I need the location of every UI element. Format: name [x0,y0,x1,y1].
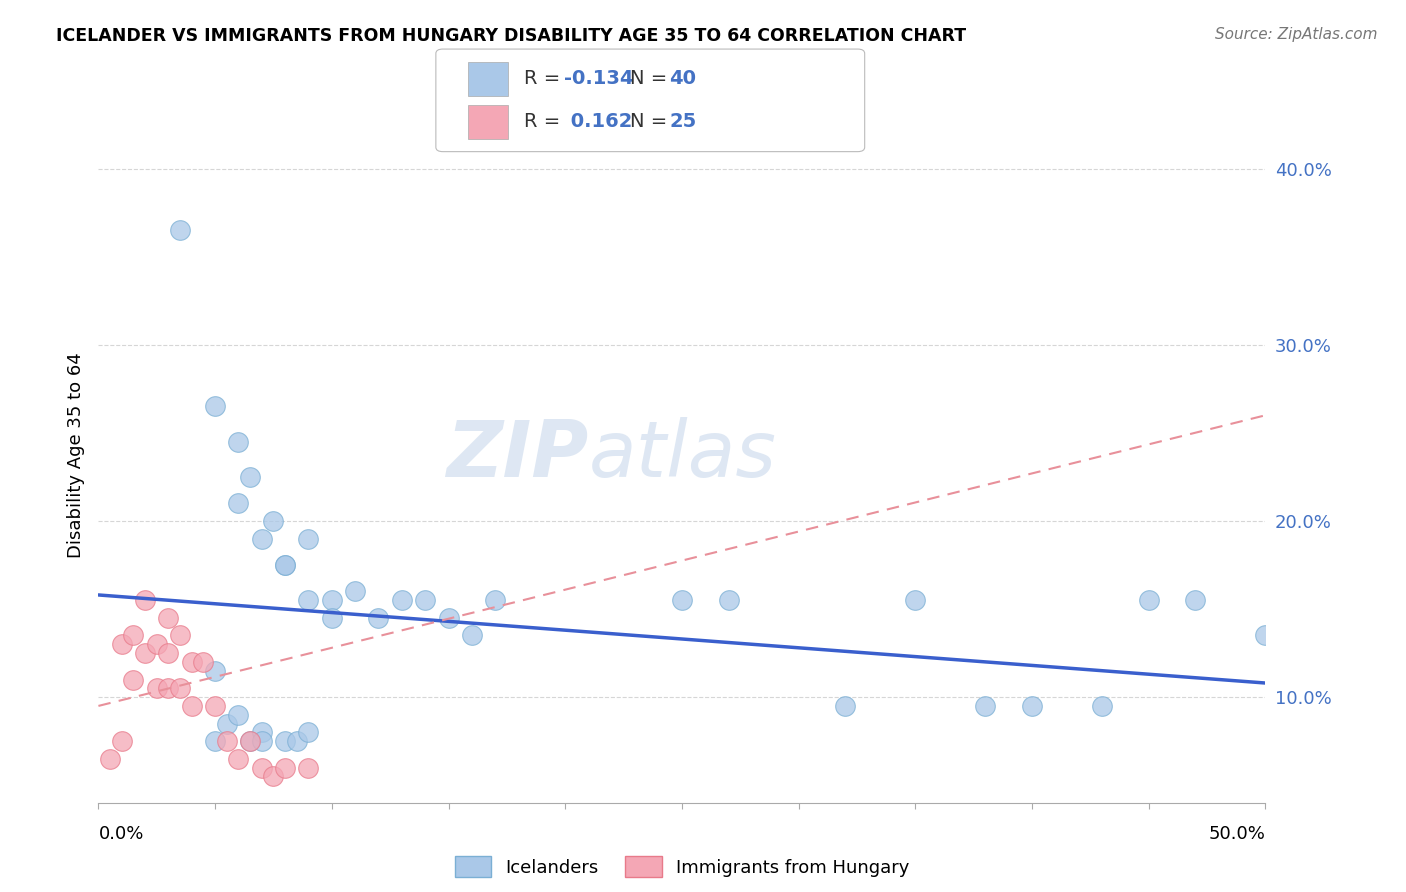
Text: Source: ZipAtlas.com: Source: ZipAtlas.com [1215,27,1378,42]
Point [157,611,180,625]
Y-axis label: Disability Age 35 to 64: Disability Age 35 to 64 [66,352,84,558]
Point [228,707,250,722]
Text: 40: 40 [669,70,696,88]
Point [157,681,180,696]
Point [250,725,273,739]
Point [122,628,145,642]
Point [169,223,191,237]
Point [134,593,156,607]
Point [193,655,215,669]
Point [1254,628,1277,642]
Point [98,752,121,766]
Point [146,681,169,696]
Point [285,734,308,748]
Point [228,496,250,510]
Point [274,558,297,572]
Text: R =: R = [524,112,567,131]
Point [671,593,693,607]
Point [239,734,262,748]
Point [239,734,262,748]
Text: 0.162: 0.162 [564,112,633,131]
Point [228,434,250,449]
Point [1091,698,1114,713]
Text: N =: N = [630,112,673,131]
Point [111,637,134,651]
Point [297,725,319,739]
Point [250,734,273,748]
Point [974,698,997,713]
Point [834,698,856,713]
Point [262,514,284,528]
Text: ICELANDER VS IMMIGRANTS FROM HUNGARY DISABILITY AGE 35 TO 64 CORRELATION CHART: ICELANDER VS IMMIGRANTS FROM HUNGARY DIS… [56,27,966,45]
Point [204,664,226,678]
Point [204,400,226,414]
Point [111,734,134,748]
Text: -0.134: -0.134 [564,70,633,88]
Point [1184,593,1206,607]
Point [204,734,226,748]
Point [122,673,145,687]
Point [904,593,927,607]
Point [215,716,238,731]
Point [391,593,413,607]
Point [461,628,484,642]
Point [437,611,460,625]
Text: 25: 25 [669,112,696,131]
Legend: Icelanders, Immigrants from Hungary: Icelanders, Immigrants from Hungary [447,849,917,884]
Text: N =: N = [630,70,673,88]
Point [413,593,436,607]
Point [321,593,343,607]
Point [1137,593,1160,607]
Text: 0.0%: 0.0% [98,825,143,843]
Point [344,584,367,599]
Point [239,470,262,484]
Point [134,646,156,660]
Point [169,628,191,642]
Point [228,752,250,766]
Point [367,611,389,625]
Point [146,637,169,651]
Point [250,532,273,546]
Text: R =: R = [524,70,567,88]
Point [717,593,740,607]
Point [274,734,297,748]
Text: ZIP: ZIP [446,417,589,493]
Point [169,681,191,696]
Point [321,611,343,625]
Point [484,593,506,607]
Point [262,769,284,783]
Point [297,761,319,775]
Point [180,655,202,669]
Point [297,593,319,607]
Point [297,532,319,546]
Point [250,761,273,775]
Point [180,698,202,713]
Point [157,646,180,660]
Point [215,734,238,748]
Point [1021,698,1043,713]
Text: atlas: atlas [589,417,776,493]
Point [204,698,226,713]
Point [274,761,297,775]
Text: 50.0%: 50.0% [1209,825,1265,843]
Point [274,558,297,572]
